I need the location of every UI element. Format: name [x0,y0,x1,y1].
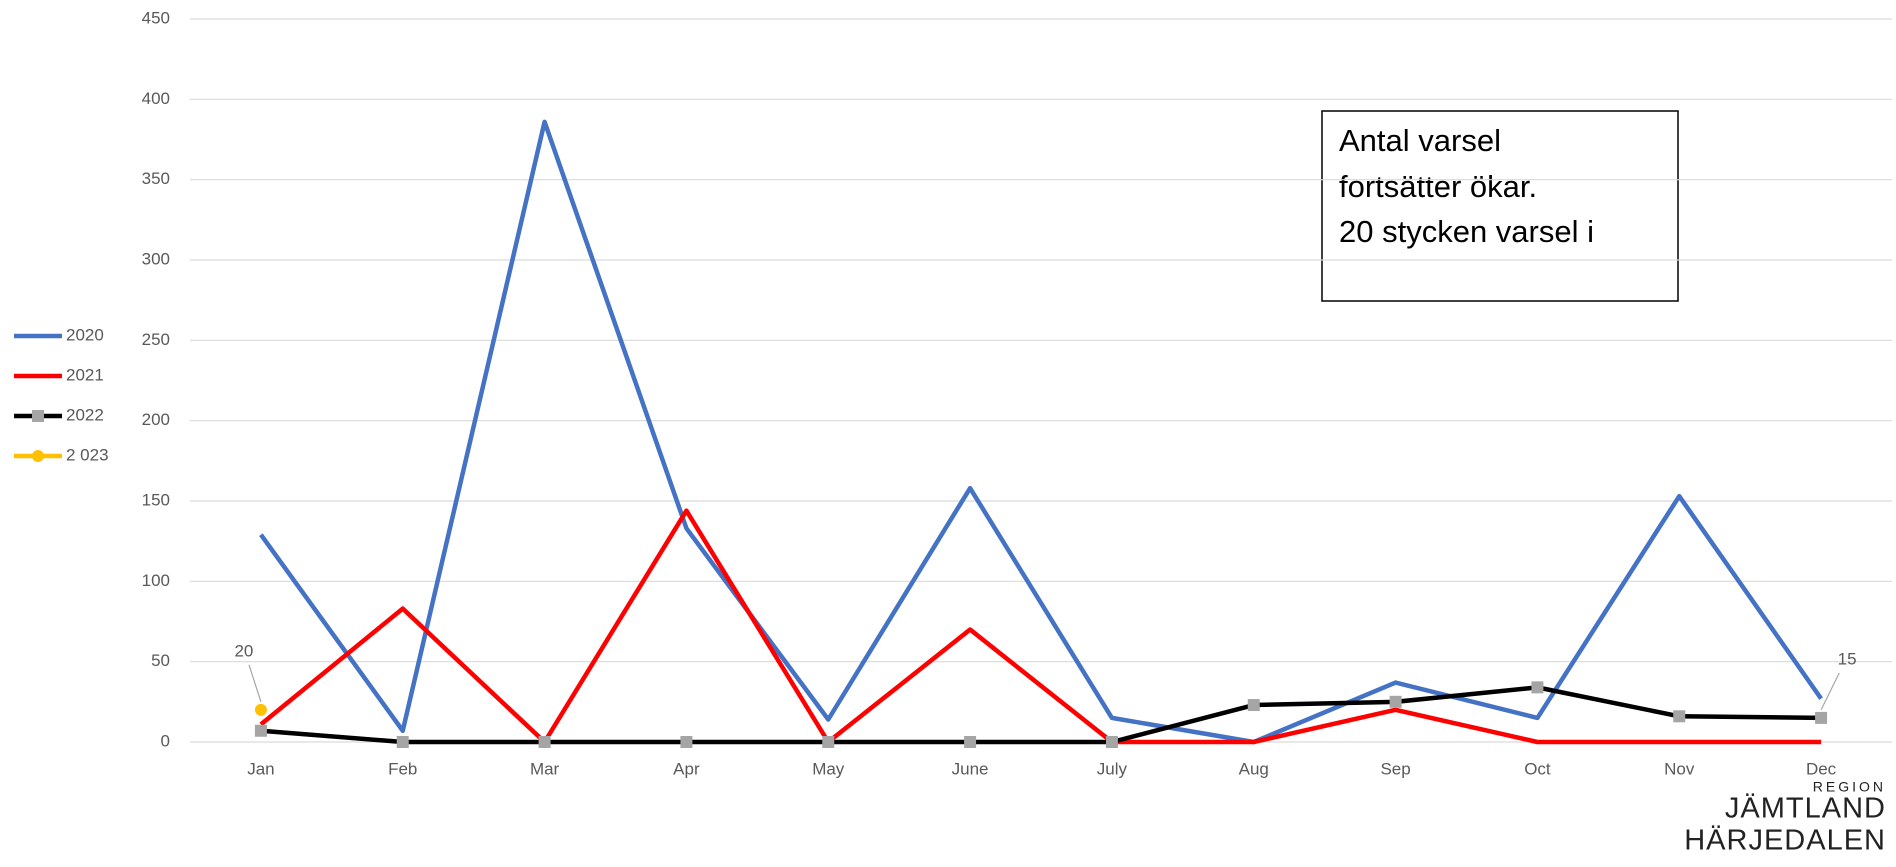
x-tick-label: July [1097,759,1128,778]
annotation-line: 20 stycken varsel i [1339,214,1594,249]
x-tick-label: Dec [1806,759,1837,778]
marker [1247,699,1260,712]
x-tick-label: Feb [388,759,417,778]
marker [822,736,835,748]
series-line [259,119,1823,745]
marker [680,736,693,748]
legend-label: 2 023 [66,445,109,464]
marker [1815,711,1828,724]
y-tick-label: 0 [161,731,170,750]
label-leader [1820,672,1840,711]
y-tick-label: 250 [142,330,170,349]
annotation-line: Antal varsel [1339,123,1501,158]
y-tick-label: 200 [142,410,170,429]
series-line [260,685,1822,745]
marker [1531,681,1544,694]
legend-label: 2020 [66,325,104,344]
y-tick-label: 100 [142,571,170,590]
y-tick-label: 50 [151,651,170,670]
x-tick-label: Nov [1664,759,1695,778]
data-label: 15 [1838,649,1857,668]
marker [32,450,44,462]
legend-label: 2022 [66,405,104,424]
logo-line: REGION [1813,779,1886,795]
marker [1389,695,1402,708]
marker [254,724,267,737]
y-tick-label: 150 [142,490,170,509]
x-tick-label: Mar [530,759,560,778]
x-tick-label: Aug [1239,759,1269,778]
annotation-box [1321,110,1679,302]
marker [396,736,409,748]
x-tick-label: Jan [247,759,274,778]
logo-line: HÄRJEDALEN [1684,825,1886,857]
y-tick-label: 400 [142,89,170,108]
x-tick-label: Apr [673,759,700,778]
marker [32,410,44,422]
data-label: 20 [234,641,253,660]
marker [1105,736,1118,748]
marker [964,736,977,748]
x-tick-label: Sep [1380,759,1410,778]
annotation-line: fortsätter ökar. [1339,169,1537,204]
marker [1673,710,1686,723]
y-tick-label: 450 [142,8,170,27]
legend-label: 2021 [66,365,104,384]
logo-line: JÄMTLAND [1725,793,1886,825]
x-tick-label: Oct [1524,759,1551,778]
x-tick-label: May [812,759,845,778]
marker [254,703,267,716]
y-tick-label: 350 [142,169,170,188]
y-tick-label: 300 [142,249,170,268]
x-tick-label: June [952,759,989,778]
label-leader [248,664,262,703]
marker [538,736,551,748]
series-line [259,508,1822,745]
